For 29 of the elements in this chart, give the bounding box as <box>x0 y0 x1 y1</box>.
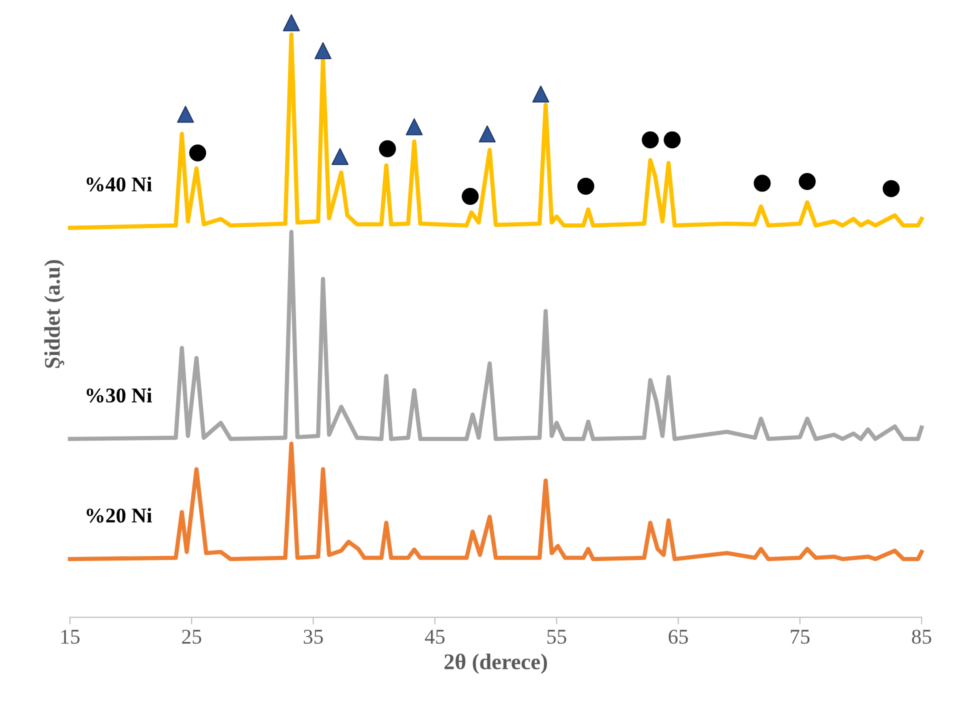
point <box>462 188 479 205</box>
point <box>177 106 194 123</box>
point <box>379 140 396 158</box>
series-label: %40 Ni <box>86 176 152 192</box>
x-tick-label: 75 <box>790 630 810 644</box>
x-tick-label: 85 <box>912 630 932 644</box>
y-axis-title: Şiddet (a.u) <box>44 260 64 368</box>
point <box>754 174 771 192</box>
point <box>577 178 594 195</box>
x-tick-label: 15 <box>61 630 80 644</box>
point <box>664 131 681 148</box>
point <box>882 180 900 198</box>
point <box>406 118 423 136</box>
point <box>478 125 496 142</box>
point <box>532 86 550 103</box>
series-label: %30 Ni <box>86 388 152 403</box>
x-tick-label: 65 <box>668 630 688 644</box>
x-axis-title: 2θ (derece) <box>444 654 547 674</box>
point <box>282 14 300 32</box>
point <box>332 148 349 165</box>
point <box>798 173 816 190</box>
x-tick-label: 45 <box>424 630 445 644</box>
point <box>314 42 332 60</box>
x-tick-label: 55 <box>547 630 566 644</box>
series-label: %20 Ni <box>86 508 152 523</box>
x-tick-label: 25 <box>182 630 202 644</box>
point <box>642 131 659 148</box>
point <box>189 144 206 162</box>
x-tick-label: 35 <box>304 630 323 644</box>
